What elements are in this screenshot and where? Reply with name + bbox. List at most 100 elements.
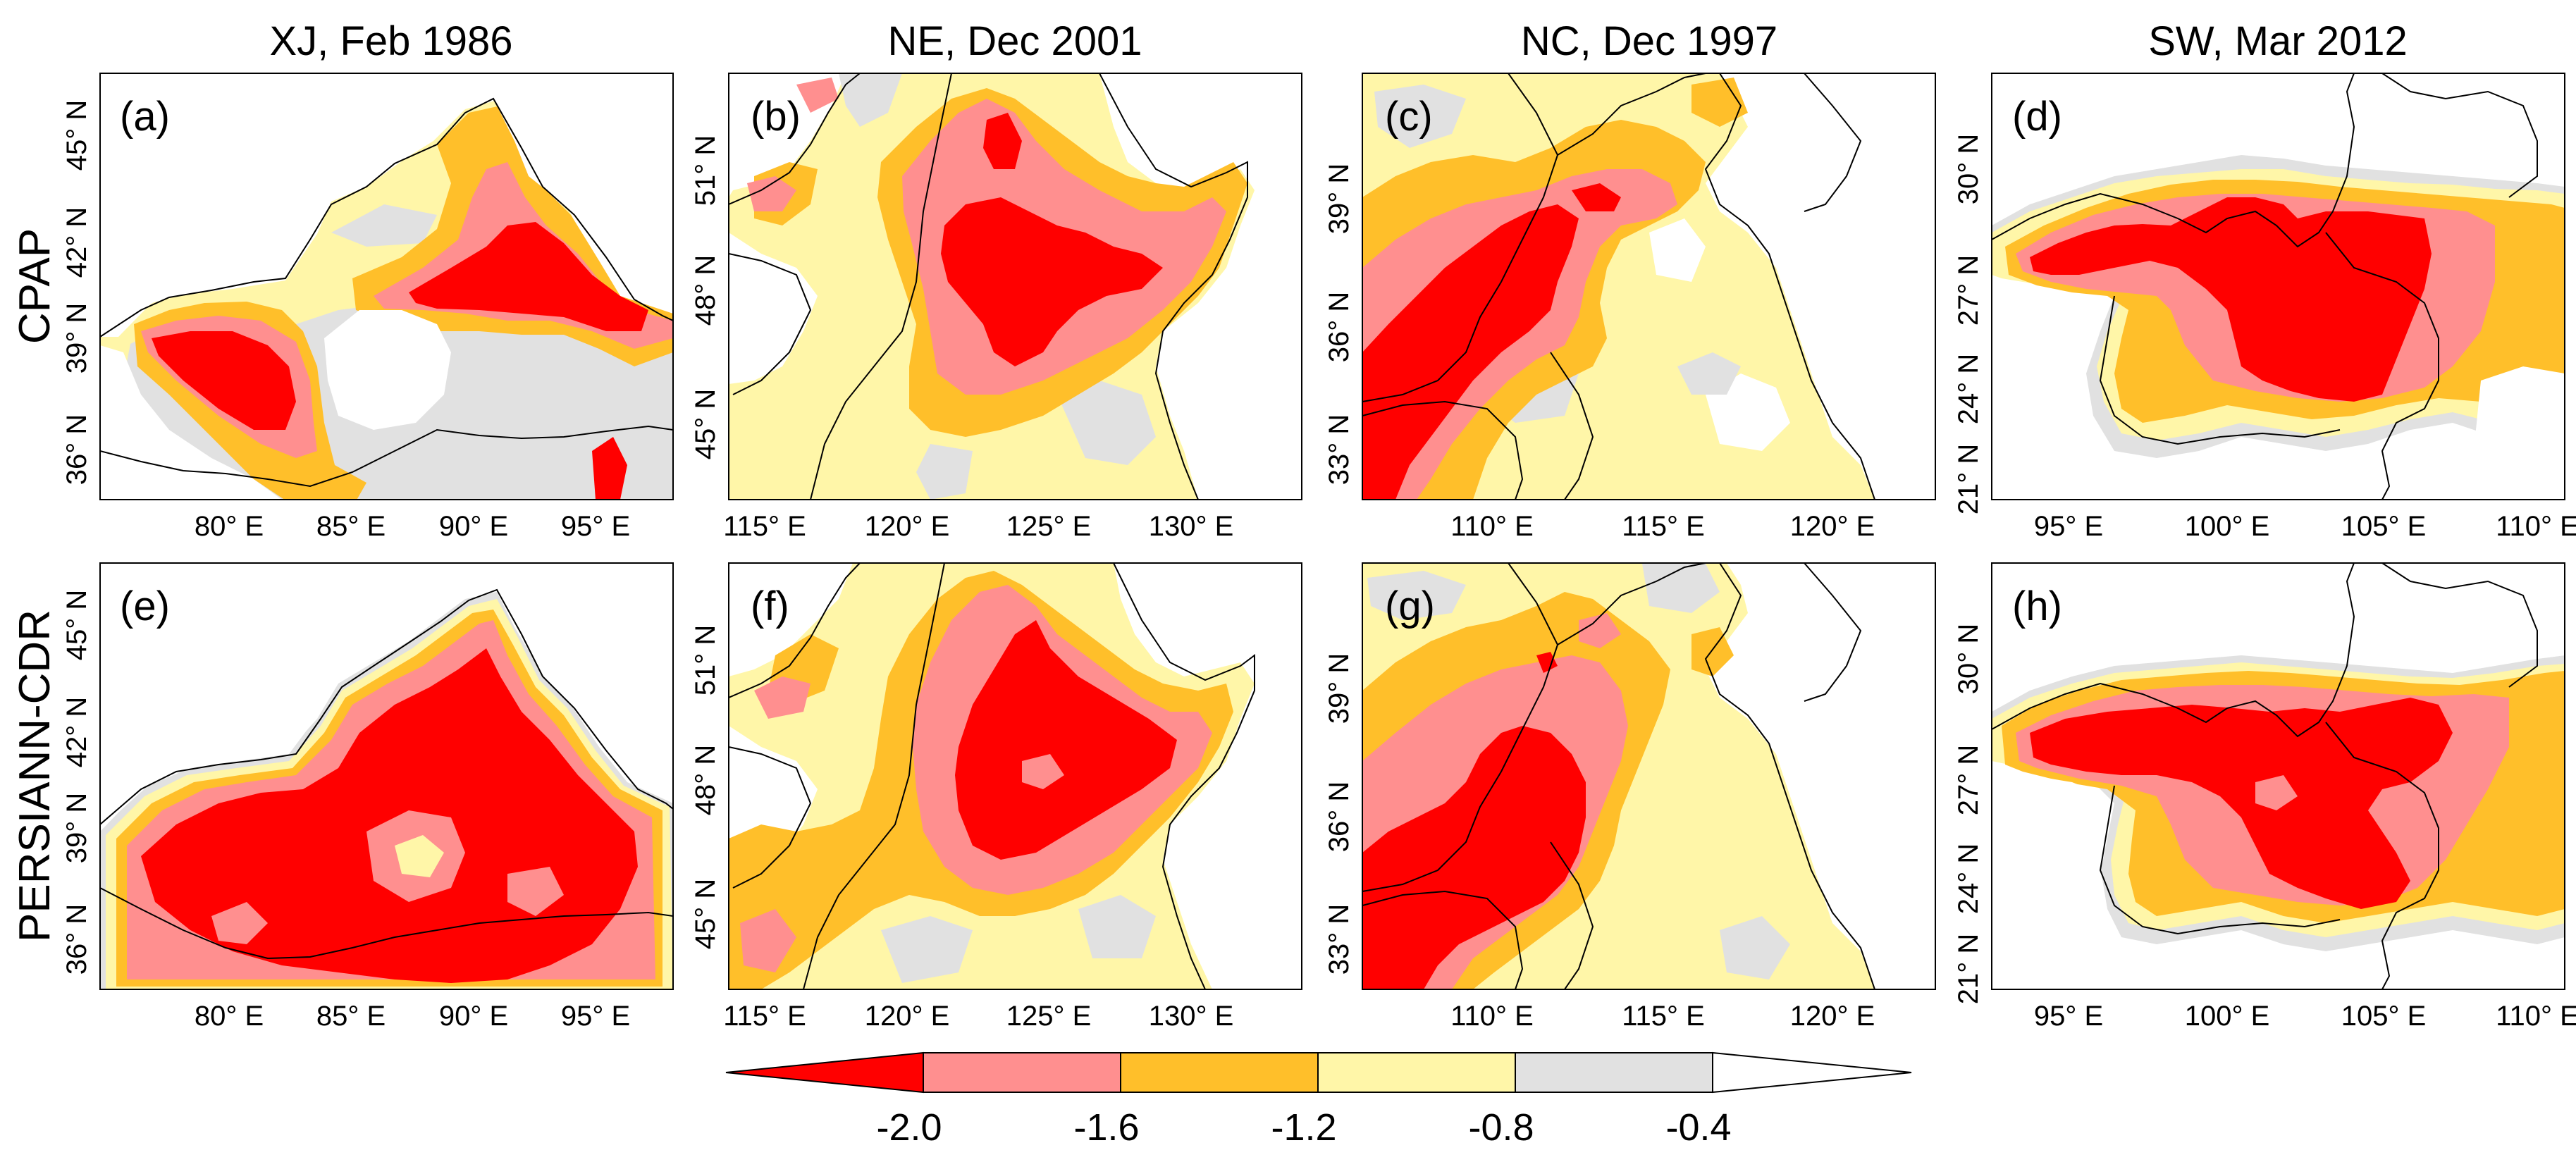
contour-class-1 xyxy=(409,222,648,331)
lat-tick-label: 39° N xyxy=(61,303,92,374)
lon-tick-label: 115° E xyxy=(723,1001,806,1032)
lon-tick-label: 120° E xyxy=(865,511,950,542)
map-panel-a xyxy=(99,73,674,500)
lon-tick-label: 85° E xyxy=(316,1001,386,1032)
contour-class-2 xyxy=(507,867,564,916)
lon-tick-label: 120° E xyxy=(1790,511,1875,542)
map-frame xyxy=(1362,562,1936,990)
contour-class-1 xyxy=(1362,204,1579,500)
lat-tick-label: 51° N xyxy=(690,625,721,696)
contour-class-5 xyxy=(1374,85,1466,148)
contour-class-6 xyxy=(1992,73,2220,204)
country-border xyxy=(2325,232,2439,500)
lat-tick-label: 30° N xyxy=(1953,134,1984,205)
lat-tick-label: 21° N xyxy=(1953,934,1984,1005)
lat-tick-label: 33° N xyxy=(1324,904,1355,975)
panel-label-f: (f) xyxy=(751,583,789,629)
contour-class-1 xyxy=(2030,197,2432,402)
contour-class-6 xyxy=(100,345,282,500)
country-border xyxy=(1992,73,2355,248)
lat-tick-label: 48° N xyxy=(690,255,721,326)
contour-class-1 xyxy=(941,197,1163,366)
country-border xyxy=(1113,563,1255,989)
contour-class-6 xyxy=(729,233,818,384)
map-panel-c xyxy=(1362,73,1936,500)
lon-tick-label: 100° E xyxy=(2185,1001,2270,1032)
contour-class-6 xyxy=(1992,563,2220,694)
contour-class-6 xyxy=(100,563,673,824)
contour-class-5 xyxy=(1367,571,1466,620)
map-panel-d xyxy=(1991,73,2565,500)
country-border xyxy=(803,563,945,989)
contour-class-3 xyxy=(1691,627,1734,676)
contour-class-1 xyxy=(152,331,296,430)
lat-tick-label: 39° N xyxy=(1324,653,1355,724)
contour-class-6 xyxy=(729,563,853,676)
country-border xyxy=(729,73,861,205)
panel-label-b: (b) xyxy=(751,94,801,140)
row-title-cpap: CPAP xyxy=(11,228,59,344)
country-border xyxy=(1362,154,1558,402)
lat-tick-label: 21° N xyxy=(1953,444,1984,515)
contour-class-6 xyxy=(1706,73,1935,500)
coastline xyxy=(1804,563,1862,702)
contour-class-1 xyxy=(1362,726,1586,989)
colorbar-arrow-high xyxy=(1712,1051,1912,1094)
column-title-ne: NE, Dec 2001 xyxy=(887,18,1142,64)
lon-tick-label: 90° E xyxy=(439,511,508,542)
lat-tick-label: 30° N xyxy=(1953,624,1984,695)
contour-class-6 xyxy=(1649,218,1706,282)
panel-label-c: (c) xyxy=(1385,94,1433,140)
country-border xyxy=(100,425,673,488)
lon-tick-label: 125° E xyxy=(1006,1001,1092,1032)
country-border xyxy=(100,97,673,338)
contour-class-1 xyxy=(1572,183,1621,211)
contour-class-2 xyxy=(740,909,796,972)
lon-tick-label: 90° E xyxy=(439,1001,508,1032)
panel-label-a: (a) xyxy=(120,94,170,140)
lon-tick-label: 95° E xyxy=(561,511,630,542)
contour-class-2 xyxy=(747,176,796,211)
map-panel-g xyxy=(1362,562,1936,990)
contour-class-6 xyxy=(2298,563,2565,659)
country-border xyxy=(1362,890,1524,989)
contour-class-6 xyxy=(1706,563,1935,989)
contour-class-5 xyxy=(839,73,902,127)
column-title-xj: XJ, Feb 1986 xyxy=(270,18,513,64)
country-border xyxy=(2099,295,2341,445)
country-border xyxy=(1992,563,2355,738)
country-border xyxy=(1362,644,1558,892)
lon-tick-label: 115° E xyxy=(1622,511,1705,542)
lon-tick-label: 130° E xyxy=(1149,1001,1234,1032)
lat-tick-label: 27° N xyxy=(1953,255,1984,326)
contour-class-6 xyxy=(100,73,673,335)
panel-label-g: (g) xyxy=(1385,583,1435,629)
lon-tick-label: 85° E xyxy=(316,511,386,542)
country-border xyxy=(1362,400,1524,500)
contour-class-2 xyxy=(1579,613,1621,648)
map-frame xyxy=(99,562,674,990)
lon-tick-label: 130° E xyxy=(1149,511,1234,542)
lon-tick-label: 95° E xyxy=(2034,1001,2103,1032)
colorbar-label: -1.2 xyxy=(1271,1106,1336,1149)
lat-tick-label: 36° N xyxy=(1324,292,1355,363)
contour-class-6 xyxy=(1099,73,1302,500)
country-border xyxy=(1099,73,1248,500)
country-border xyxy=(729,746,812,889)
lat-tick-label: 39° N xyxy=(1324,163,1355,235)
map-frame xyxy=(1991,73,2565,500)
contour-class-2 xyxy=(2255,775,2298,810)
lon-tick-label: 105° E xyxy=(2341,511,2427,542)
coastline xyxy=(1704,563,1875,989)
lat-tick-label: 45° N xyxy=(690,879,721,950)
contour-class-2 xyxy=(796,78,839,113)
lon-tick-label: 80° E xyxy=(195,1001,264,1032)
lat-tick-label: 39° N xyxy=(61,793,92,864)
country-border xyxy=(1550,841,1594,989)
map-panel-b xyxy=(728,73,1302,500)
lon-tick-label: 110° E xyxy=(1450,511,1534,542)
country-border xyxy=(729,563,861,698)
lon-tick-label: 125° E xyxy=(1006,511,1092,542)
map-panel-f xyxy=(728,562,1302,990)
lon-tick-label: 105° E xyxy=(2341,1001,2427,1032)
